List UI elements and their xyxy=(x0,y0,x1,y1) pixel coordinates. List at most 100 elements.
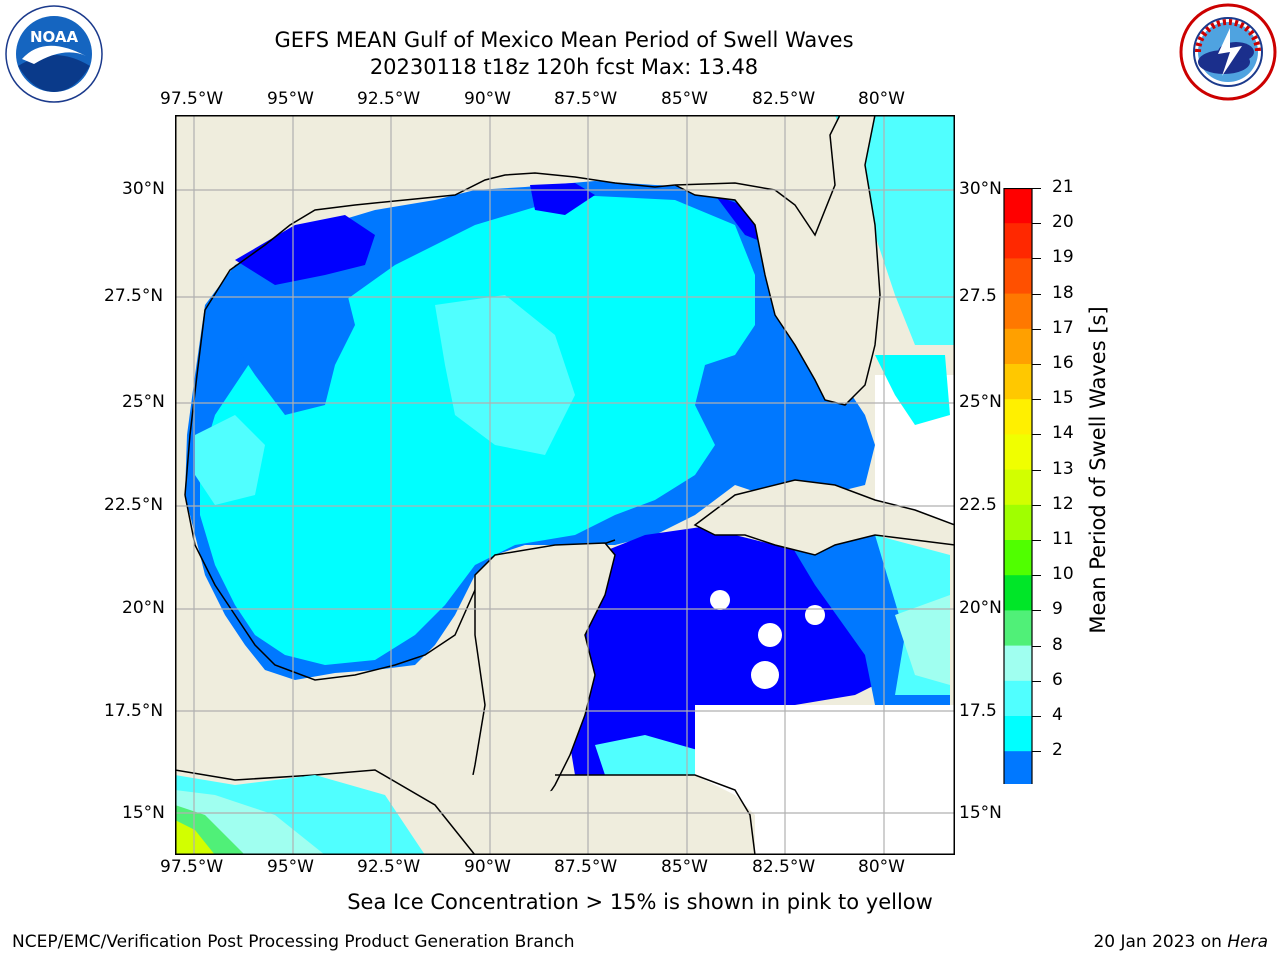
lon-label-top: 90°W xyxy=(464,89,511,109)
plot-title: GEFS MEAN Gulf of Mexico Mean Period of … xyxy=(274,28,854,52)
lon-label-bottom: 82.5°W xyxy=(752,857,816,877)
colorbar-label: 2 xyxy=(1052,740,1063,761)
lat-label-right: 30°N xyxy=(959,179,1002,199)
cuba xyxy=(693,479,955,556)
colorbar-tick xyxy=(1032,188,1041,189)
colorbar-label: 20 xyxy=(1052,212,1074,233)
gulf-light-patch2 xyxy=(195,415,265,505)
colorbar-label: 15 xyxy=(1052,388,1074,409)
gulf-light-patch xyxy=(435,295,575,455)
colorbar-title: Mean Period of Swell Waves [s] xyxy=(1086,306,1110,634)
colorbar-label: 14 xyxy=(1052,423,1074,444)
nws-logo xyxy=(1179,3,1277,101)
colorbar-bin xyxy=(1004,575,1032,611)
colorbar-tick xyxy=(1032,328,1041,330)
lon-label-top: 80°W xyxy=(858,89,905,109)
colorbar-bin xyxy=(1004,188,1032,224)
colorbar-bin xyxy=(1004,504,1032,541)
lon-label-top: 95°W xyxy=(267,89,314,109)
colorbar-bin xyxy=(1004,540,1032,576)
colorbar-bin xyxy=(1004,399,1032,435)
us-gulf-coast xyxy=(184,172,676,496)
colorbar-tick xyxy=(1032,645,1041,647)
colorbar-label: 10 xyxy=(1052,564,1074,585)
lon-label-top: 97.5°W xyxy=(160,89,224,109)
lat-label-right: 20°N xyxy=(959,598,1002,618)
lat-label-right: 22.5 xyxy=(959,495,997,515)
colorbar-tick xyxy=(1032,716,1041,717)
lon-label-bottom: 90°W xyxy=(464,857,511,877)
colorbar-tick xyxy=(1032,364,1041,365)
colorbar-tick xyxy=(1032,610,1041,612)
lat-label-right: 17.5 xyxy=(959,701,997,721)
pacific-yellowgreen xyxy=(175,820,215,855)
atlantic-cyan2 xyxy=(875,355,950,425)
colorbar-bin xyxy=(1004,716,1032,752)
colorbar-tick xyxy=(1032,504,1041,506)
lon-label-bottom: 85°W xyxy=(661,857,708,877)
map-frame xyxy=(175,115,955,855)
colorbar-bin xyxy=(1004,364,1032,400)
colorbar-tick xyxy=(1032,540,1041,541)
colorbar-label: 21 xyxy=(1052,177,1074,197)
colorbar-bin xyxy=(1004,751,1032,784)
colorbar-tick xyxy=(1032,223,1041,225)
lon-label-bottom: 97.5°W xyxy=(160,857,224,877)
colorbar-bin xyxy=(1004,223,1032,259)
colorbar-label: 11 xyxy=(1052,529,1074,549)
colorbar-tick xyxy=(1032,258,1041,260)
colorbar-tick xyxy=(1032,680,1041,682)
colorbar-bin xyxy=(1004,680,1032,717)
colorbar-label: 8 xyxy=(1052,634,1063,655)
lon-label-bottom: 95°W xyxy=(267,857,314,877)
caribbean-light xyxy=(895,595,950,685)
colorbar-tick xyxy=(1032,751,1041,753)
lat-label-left: 20°N xyxy=(122,598,165,618)
caribbean-darkblue xyxy=(565,525,895,775)
colorbar-label: 17 xyxy=(1052,317,1074,338)
lon-label-top: 82.5°W xyxy=(752,89,816,109)
sea-ice-note: Sea Ice Concentration > 15% is shown in … xyxy=(347,890,933,914)
colorbar-label: 4 xyxy=(1052,705,1063,725)
lon-label-top: 87.5°W xyxy=(554,89,618,109)
gulf-blue-patch-west xyxy=(215,275,355,415)
colorbar-frame xyxy=(1003,188,1033,784)
colorbar-bin xyxy=(1004,645,1032,682)
colorbar-bin xyxy=(1004,434,1032,471)
lon-label-bottom: 92.5°W xyxy=(357,857,421,877)
lon-label-top: 85°W xyxy=(661,89,708,109)
host-name: Hera xyxy=(1227,932,1268,952)
noaa-logo-text: NOAA xyxy=(30,28,79,46)
lat-label-right: 25°N xyxy=(959,392,1002,412)
lat-label-left: 30°N xyxy=(122,179,165,199)
gulf-darkblue-ne xyxy=(530,183,595,215)
colorbar-label: 13 xyxy=(1052,458,1074,479)
colorbar-tick xyxy=(1032,293,1041,295)
lat-label-right: 27.5 xyxy=(959,286,997,306)
florida xyxy=(674,115,881,406)
colorbar-label: 16 xyxy=(1052,353,1074,373)
lat-label-left: 27.5°N xyxy=(104,286,164,306)
lon-label-top: 92.5°W xyxy=(357,89,421,109)
credit-text: NCEP/EMC/Verification Post Processing Pr… xyxy=(12,932,575,952)
colorbar-label: 6 xyxy=(1052,669,1063,690)
lon-label-bottom: 87.5°W xyxy=(554,857,618,877)
colorbar-label: 12 xyxy=(1052,493,1074,514)
colorbar-bin xyxy=(1004,610,1032,647)
colorbar-tick xyxy=(1032,575,1041,577)
lat-label-left: 22.5°N xyxy=(104,495,164,515)
yucatan xyxy=(464,542,616,855)
graticule xyxy=(175,115,955,855)
lon-label-bottom: 80°W xyxy=(858,857,905,877)
map-area xyxy=(175,115,955,855)
colorbar-bin xyxy=(1004,328,1032,365)
lat-label-left: 25°N xyxy=(122,392,165,412)
plot-subtitle: 20230118 t18z 120h fcst Max: 13.48 xyxy=(369,55,759,79)
colorbar-bin xyxy=(1004,469,1032,506)
lat-label-left: 17.5°N xyxy=(104,701,164,721)
colorbar-tick xyxy=(1032,399,1041,401)
noaa-logo: NOAA xyxy=(5,5,103,103)
date-text: 20 Jan 2023 on Hera xyxy=(1093,932,1268,952)
colorbar-bin xyxy=(1004,293,1032,330)
date-label: 20 Jan 2023 on xyxy=(1093,932,1228,952)
